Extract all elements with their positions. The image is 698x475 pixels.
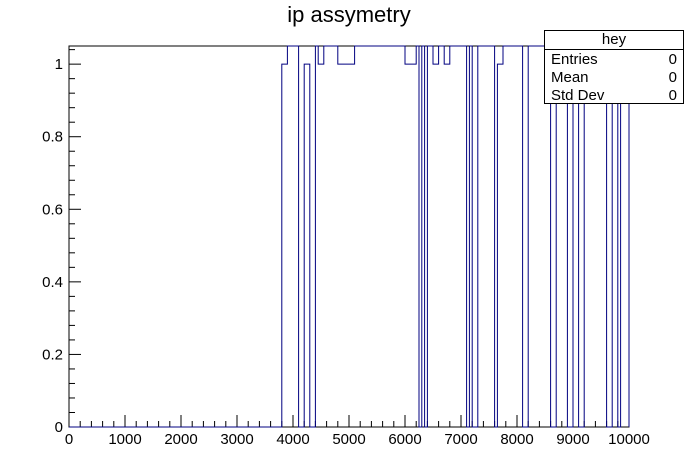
chart-title: ip assymetry bbox=[287, 2, 411, 27]
stats-title: hey bbox=[545, 31, 683, 50]
y-tick-label: 0.8 bbox=[42, 129, 63, 146]
x-tick-label: 9000 bbox=[556, 431, 589, 448]
x-tick-label: 0 bbox=[65, 431, 73, 448]
stats-label: Entries bbox=[551, 51, 598, 68]
y-tick-label: 1 bbox=[55, 56, 63, 73]
stats-label: Std Dev bbox=[551, 87, 605, 104]
stats-value: 0 bbox=[668, 69, 677, 86]
stats-box: hey Entries 0 Mean 0 Std Dev 0 bbox=[544, 30, 684, 104]
y-tick-label: 0.6 bbox=[42, 201, 63, 218]
stats-value: 0 bbox=[668, 87, 677, 104]
x-tick-label: 2000 bbox=[164, 431, 197, 448]
x-tick-label: 10000 bbox=[608, 431, 650, 448]
x-tick-label: 3000 bbox=[220, 431, 253, 448]
stats-row-stddev: Std Dev 0 bbox=[551, 87, 677, 105]
x-tick-label: 1000 bbox=[108, 431, 141, 448]
x-tick-label: 4000 bbox=[276, 431, 309, 448]
x-tick-label: 6000 bbox=[388, 431, 421, 448]
y-tick-label: 0.2 bbox=[42, 346, 63, 363]
stats-label: Mean bbox=[551, 69, 589, 86]
stats-row-mean: Mean 0 bbox=[551, 69, 677, 87]
y-tick-label: 0 bbox=[55, 419, 63, 436]
x-tick-label: 7000 bbox=[444, 431, 477, 448]
y-tick-label: 0.4 bbox=[42, 274, 63, 291]
stats-row-entries: Entries 0 bbox=[551, 51, 677, 69]
x-tick-label: 5000 bbox=[332, 431, 365, 448]
histogram-line bbox=[69, 45, 630, 428]
x-tick-label: 8000 bbox=[500, 431, 533, 448]
stats-value: 0 bbox=[668, 51, 677, 68]
